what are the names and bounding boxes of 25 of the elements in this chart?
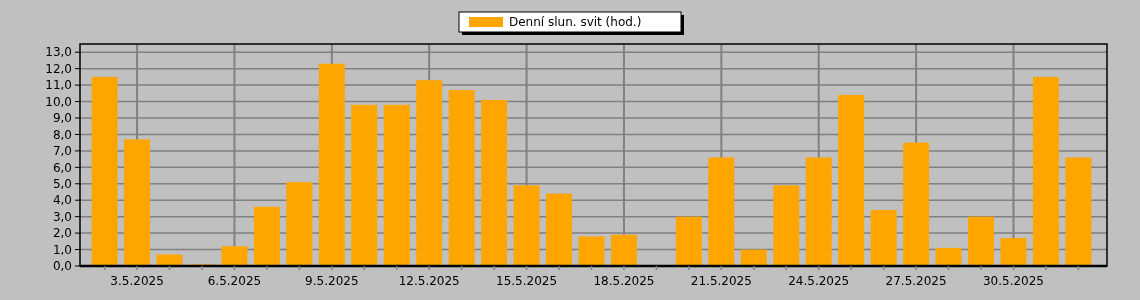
x-tick-label: 3.5.2025 — [110, 274, 164, 288]
y-tick-label: 4,0 — [52, 193, 72, 208]
y-tick-label: 0,0 — [52, 259, 72, 274]
y-tick-label: 6,0 — [52, 160, 72, 175]
y-tick-label: 11,0 — [45, 78, 72, 93]
y-tick-label: 5,0 — [52, 176, 72, 191]
x-tick-label: 6.5.2025 — [207, 274, 262, 288]
x-tick-label: 27.5.2025 — [885, 274, 947, 288]
y-tick-label: 9,0 — [52, 111, 72, 126]
y-tick-label: 13,0 — [45, 45, 72, 60]
x-tick-label: 15.5.2025 — [496, 274, 558, 288]
y-tick-label: 2,0 — [52, 226, 72, 241]
x-tick-label: 24.5.2025 — [788, 274, 850, 288]
x-tick-label: 21.5.2025 — [690, 274, 752, 288]
x-tick-label: 18.5.2025 — [593, 274, 655, 288]
y-tick-label: 10,0 — [45, 94, 72, 109]
x-tick-label: 12.5.2025 — [398, 274, 460, 288]
y-tick-label: 12,0 — [45, 61, 72, 76]
legend-label: Denní slun. svit (hod.) — [509, 15, 642, 30]
y-tick-label: 8,0 — [52, 127, 72, 142]
x-tick-label: 9.5.2025 — [305, 274, 359, 288]
y-tick-label: 3,0 — [52, 209, 72, 224]
y-tick-label: 1,0 — [52, 242, 72, 257]
y-tick-label: 7,0 — [52, 144, 72, 159]
x-tick-label: 30.5.2025 — [982, 274, 1045, 288]
